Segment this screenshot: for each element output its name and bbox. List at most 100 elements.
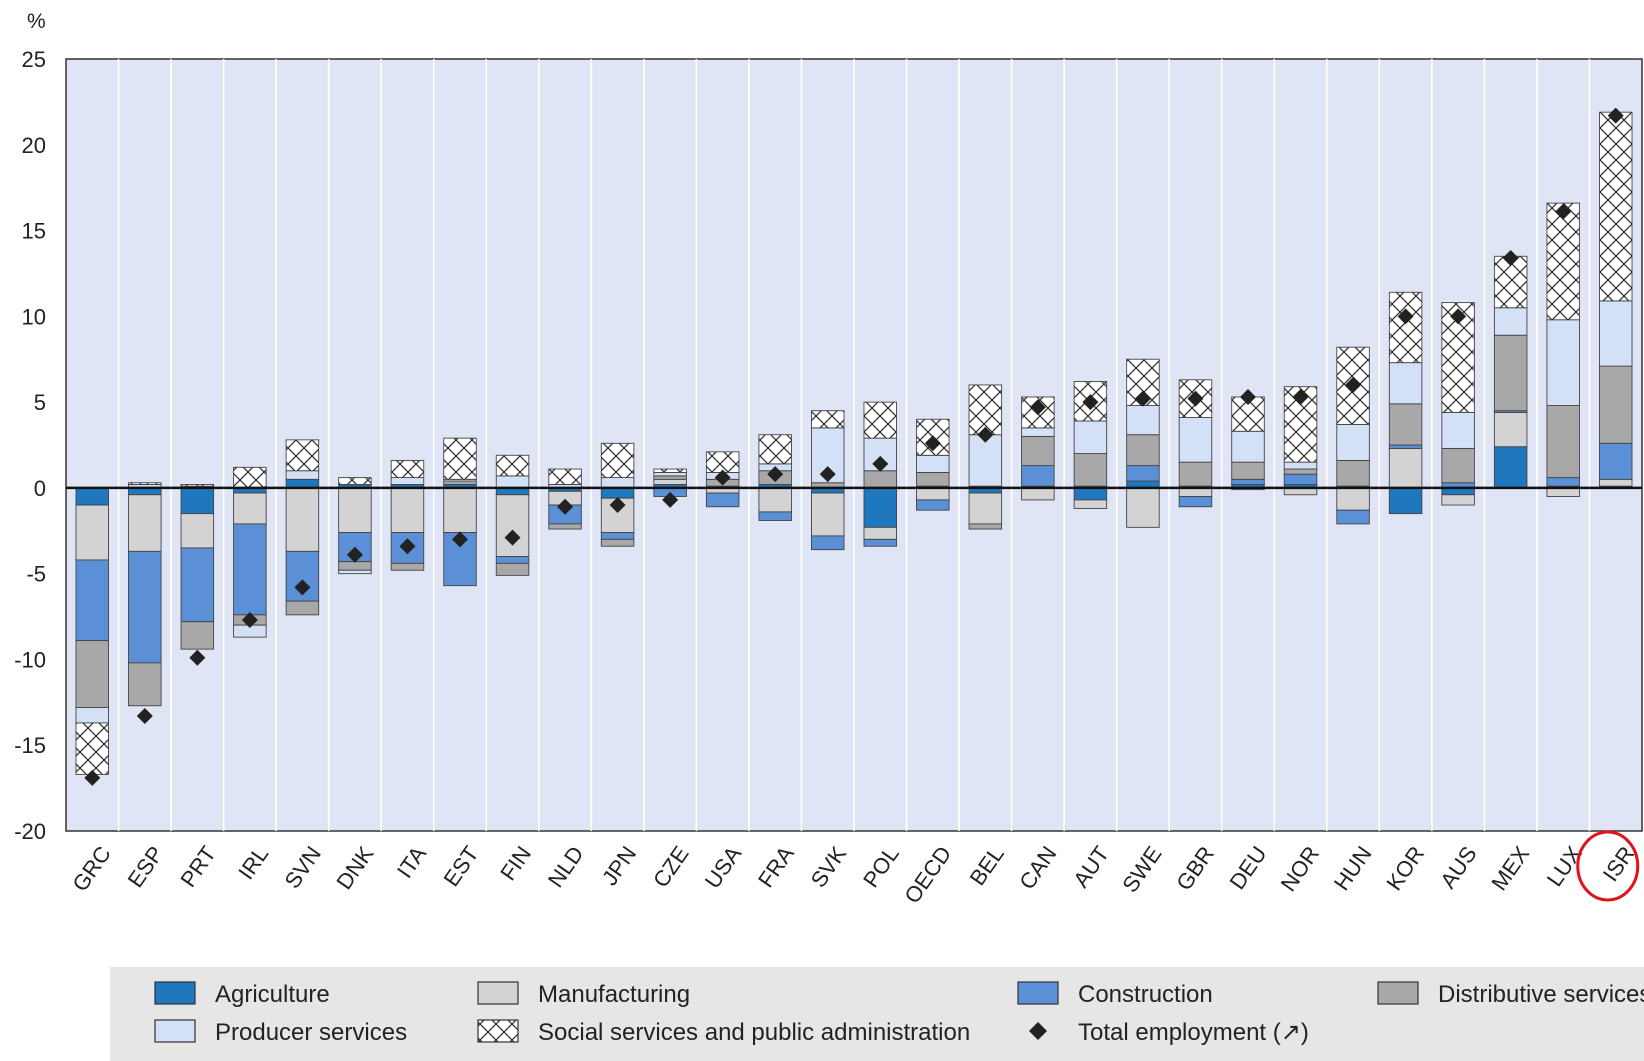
total-employment-marker-jpn	[609, 497, 626, 514]
x-tick-label-gbr: GBR	[1171, 842, 1219, 895]
x-tick-label-ita: ITA	[392, 841, 431, 882]
bar-segment-distributive-services-nor	[1283, 468, 1318, 475]
bar-segment-distributive-services-prt	[180, 621, 215, 650]
bar-segment-construction-isr	[1598, 442, 1633, 480]
legend	[110, 967, 1644, 1061]
bar-segment-construction-deu	[1231, 478, 1265, 485]
legend-swatch	[154, 1019, 196, 1043]
bar-segment-social-services-and-public-administration-nld	[548, 468, 582, 485]
bar-segment-construction-hun	[1336, 509, 1370, 525]
total-employment-marker-deu	[1240, 388, 1256, 405]
bar-segment-producer-services-can	[1021, 427, 1055, 437]
x-tick-label-mex: MEX	[1486, 841, 1534, 895]
bar-segment-social-services-and-public-administration-irl	[233, 466, 267, 489]
x-tick-label-esp: ESP	[123, 842, 169, 892]
bar-segment-distributive-services-ita	[390, 562, 425, 571]
total-employment-marker-can	[1029, 399, 1046, 416]
bar-segment-distributive-services-gbr	[1178, 461, 1213, 487]
y-tick-label: 15	[22, 219, 46, 244]
legend-label: Producer services	[215, 1019, 407, 1046]
total-employment-marker-oecd	[924, 435, 941, 452]
total-employment-marker-irl	[241, 611, 258, 628]
bar-segment-social-services-and-public-administration-fin	[495, 454, 530, 477]
legend-label: Total employment (↗)	[1078, 1019, 1309, 1046]
bar-segment-distributive-services-deu	[1231, 461, 1265, 480]
bar-segment-social-services-and-public-administration-kor	[1388, 291, 1423, 364]
bar-segment-social-services-and-public-administration-svn	[285, 439, 320, 472]
bar-segment-producer-services-grc	[75, 707, 110, 724]
legend-swatch	[1029, 1022, 1047, 1040]
bar-segment-social-services-and-public-administration-cze	[653, 468, 687, 473]
bar-segment-producer-services-kor	[1388, 362, 1423, 405]
bar-segment-distributive-services-aut	[1073, 453, 1108, 487]
total-employment-marker-hun	[1345, 376, 1362, 393]
bar-segment-producer-services-cze	[653, 471, 687, 477]
bar-segment-social-services-and-public-administration-bel	[968, 384, 1003, 436]
bar-segment-distributive-services-nld	[548, 523, 582, 530]
bar-segment-social-services-and-public-administration-svk	[810, 410, 845, 429]
bar-segment-distributive-services-isr	[1598, 365, 1633, 444]
bar-segment-distributive-services-fin	[495, 562, 530, 576]
total-employment-marker-est	[452, 531, 468, 548]
legend-label: Social services and public administratio…	[538, 1019, 970, 1046]
bar-segment-manufacturing-cze	[653, 478, 687, 485]
total-employment-marker-svk	[819, 466, 836, 483]
bar-segment-manufacturing-svk	[810, 492, 845, 537]
bar-segment-manufacturing-swe	[1126, 487, 1160, 528]
x-tick-label-oecd: OECD	[899, 842, 956, 908]
total-employment-marker-fin	[504, 529, 521, 546]
bar-segment-distributive-services-dnk	[338, 561, 372, 571]
bar-segment-manufacturing-aut	[1073, 499, 1108, 509]
bar-segment-social-services-and-public-administration-grc	[75, 722, 110, 775]
bar-segment-social-services-and-public-administration-prt	[180, 484, 215, 487]
bar-segment-producer-services-lux	[1546, 319, 1580, 406]
bar-segment-construction-esp	[128, 550, 162, 664]
bar-segment-distributive-services-svn	[285, 600, 320, 616]
bar-segment-distributive-services-grc	[75, 640, 110, 708]
bar-segment-manufacturing-est	[443, 487, 477, 533]
bar-segment-social-services-and-public-administration-lux	[1546, 202, 1580, 321]
x-tick-label-prt: PRT	[175, 842, 220, 892]
legend-label: Agriculture	[215, 981, 330, 1008]
highlight-circle	[1576, 830, 1640, 902]
x-tick-label-svk: SVK	[806, 841, 852, 892]
bar-segment-agriculture-mex	[1493, 446, 1528, 489]
bar-segment-social-services-and-public-administration-est	[443, 437, 477, 480]
bar-segment-manufacturing-lux	[1546, 487, 1580, 497]
total-employment-marker-swe	[1134, 390, 1151, 407]
bar-segment-social-services-and-public-administration-jpn	[600, 442, 635, 479]
x-tick-label-svn: SVN	[280, 842, 326, 893]
total-employment-marker-grc	[84, 769, 101, 786]
bar-segment-agriculture-aut	[1073, 487, 1108, 501]
total-employment-marker-dnk	[346, 546, 363, 563]
bar-segment-construction-usa	[705, 492, 740, 508]
bar-segment-agriculture-svn	[285, 478, 320, 489]
bar-segment-distributive-services-hun	[1336, 459, 1370, 487]
bar-segment-producer-services-ita	[390, 477, 425, 485]
bar-segment-manufacturing-bel	[968, 492, 1003, 525]
bar-segment-social-services-and-public-administration-fra	[758, 434, 792, 465]
y-tick-label: -5	[26, 562, 46, 587]
bar-segment-manufacturing-aus	[1441, 494, 1475, 506]
y-tick-label: 20	[22, 133, 46, 158]
x-tick-label-deu: DEU	[1224, 842, 1271, 894]
bar-segment-construction-fra	[758, 511, 792, 521]
bar-segment-producer-services-bel	[968, 434, 1003, 487]
bar-segment-producer-services-swe	[1126, 405, 1160, 436]
bar-segment-producer-services-aus	[1441, 411, 1475, 449]
total-employment-marker-esp	[136, 708, 153, 725]
total-employment-marker-kor	[1397, 308, 1414, 325]
legend-swatch	[1017, 981, 1059, 1005]
bar-segment-construction-prt	[180, 547, 215, 623]
x-tick-label-nld: NLD	[543, 842, 589, 892]
total-employment-marker-isr	[1607, 107, 1624, 124]
bar-segment-manufacturing-oecd	[916, 487, 950, 501]
y-tick-label: -20	[14, 819, 46, 844]
y-tick-label: 5	[34, 390, 46, 415]
legend-label: Distributive services	[1438, 981, 1644, 1008]
bar-segment-construction-lux	[1546, 477, 1580, 487]
bar-segment-manufacturing-ita	[390, 487, 425, 533]
bar-segment-manufacturing-dnk	[338, 487, 372, 533]
bar-segment-distributive-services-bel	[968, 523, 1003, 530]
bar-segment-distributive-services-est	[443, 480, 477, 485]
